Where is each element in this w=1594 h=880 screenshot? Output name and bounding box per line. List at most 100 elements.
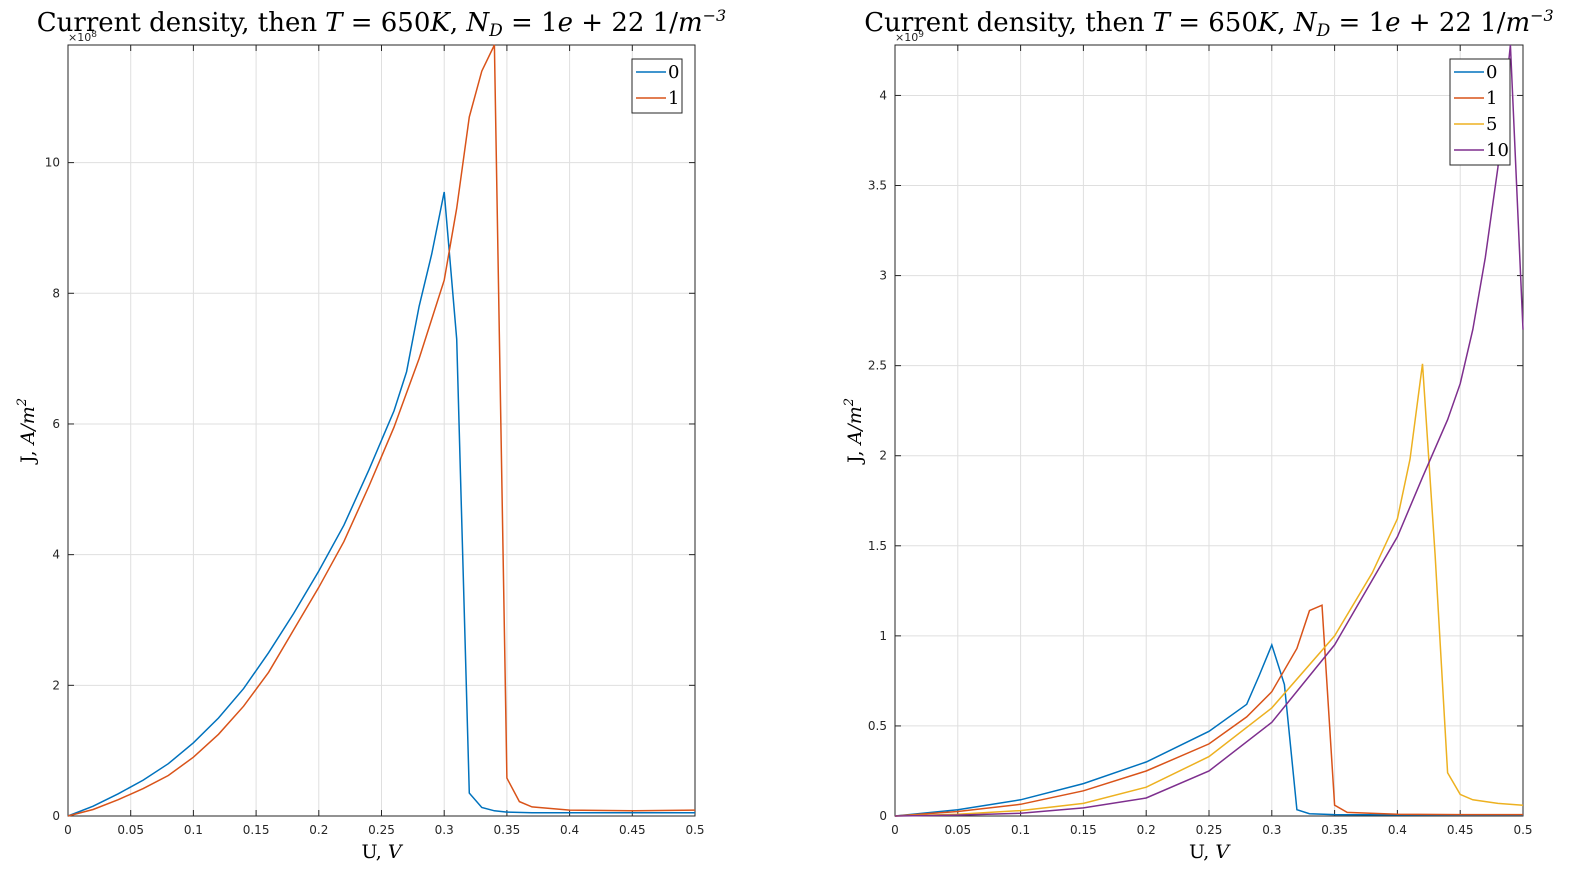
x-tick-label: 0.4 xyxy=(560,823,579,837)
y-tick-label: 8 xyxy=(52,286,60,300)
title-text: Current density, then xyxy=(864,8,1145,38)
y-tick-label: 0 xyxy=(879,809,887,823)
text-span: = 650 xyxy=(1170,8,1258,38)
text-span: A/m xyxy=(844,406,866,446)
legend-box xyxy=(631,58,683,114)
text-span: e xyxy=(1385,8,1400,38)
title-text: Current density, then xyxy=(37,8,318,38)
series-line-5 xyxy=(894,363,1524,817)
x-tick-label: 0.05 xyxy=(117,823,144,837)
text-span: 8 xyxy=(91,30,97,40)
x-tick-label: 0.5 xyxy=(1513,823,1532,837)
y-tick-label: 3 xyxy=(879,269,887,283)
text-span: m xyxy=(678,8,703,38)
text-span: = 1 xyxy=(503,8,558,38)
chart-title: Current density, then T = 650K, ND = 1e +… xyxy=(864,6,1553,41)
y-tick-label: 2 xyxy=(52,678,60,692)
text-span: ×10 xyxy=(68,31,91,44)
y-tick-label: 4 xyxy=(879,88,887,102)
text-span: 2 xyxy=(15,398,30,407)
y-tick-label: 0 xyxy=(52,809,60,823)
text-span: −3 xyxy=(1530,6,1554,25)
y-axis-label: J, A/m2 xyxy=(15,398,39,465)
text-span: U, xyxy=(1189,841,1215,863)
text-span: + 22 1/ xyxy=(1401,8,1506,38)
legend-label: 10 xyxy=(1486,140,1509,161)
text-span: V xyxy=(388,841,404,863)
text-span: N xyxy=(1293,8,1318,38)
x-tick-label: 0.35 xyxy=(494,823,521,837)
x-axis-label: U, V xyxy=(361,841,403,863)
text-span: m xyxy=(1505,8,1530,38)
legend-label: 0 xyxy=(668,62,679,83)
text-span: = 650 xyxy=(342,8,430,38)
text-span: A/m xyxy=(17,406,39,446)
text-span: 9 xyxy=(918,30,924,40)
x-tick-label: 0.2 xyxy=(309,823,328,837)
text-span: N xyxy=(465,8,490,38)
text-span: −3 xyxy=(703,6,727,25)
legend-label: 0 xyxy=(1486,62,1497,83)
text-span: K xyxy=(1257,8,1279,38)
text-span: J, xyxy=(17,444,39,465)
text-span: D xyxy=(1316,21,1331,41)
series-line-10 xyxy=(894,44,1524,817)
y-tick-label: 1.5 xyxy=(868,539,887,553)
y-tick-label: 10 xyxy=(45,156,60,170)
y-tick-label: 0.5 xyxy=(868,719,887,733)
x-tick-label: 0.1 xyxy=(1011,823,1030,837)
y-tick-label: 1 xyxy=(879,629,887,643)
y-tick-label: 2.5 xyxy=(868,359,887,373)
legend-label: 1 xyxy=(668,88,679,109)
y-tick-label: 2 xyxy=(879,449,887,463)
x-tick-label: 0.15 xyxy=(243,823,270,837)
series-line-0 xyxy=(67,191,695,817)
y-tick-label: 6 xyxy=(52,417,60,431)
x-tick-label: 0.25 xyxy=(368,823,395,837)
text-span: ×10 xyxy=(895,31,918,44)
x-axis-label: U, V xyxy=(1189,841,1231,863)
x-tick-label: 0.3 xyxy=(1262,823,1281,837)
legend-label: 5 xyxy=(1486,114,1497,135)
x-tick-label: 0.4 xyxy=(1388,823,1407,837)
text-span: T xyxy=(1153,8,1172,38)
x-tick-label: 0.5 xyxy=(685,823,704,837)
chart-panel-2: 0 0.05 0.1 0.15 0.2 0.25 0.3 0.35 0.4 0.45 0.5 0 0.5… xyxy=(842,6,1554,863)
y-multiplier-label: ×109 xyxy=(895,30,924,44)
chart-title: Current density, then T = 650K, ND = 1e +… xyxy=(37,6,726,41)
x-tick-label: 0.25 xyxy=(1196,823,1223,837)
x-tick-label: 0 xyxy=(64,823,72,837)
text-span: , xyxy=(1277,8,1294,38)
x-tick-label: 0.35 xyxy=(1321,823,1348,837)
text-span: K xyxy=(429,8,451,38)
x-tick-label: 0.2 xyxy=(1137,823,1156,837)
y-axis-label: J, A/m2 xyxy=(842,398,866,465)
text-span: V xyxy=(1215,841,1231,863)
x-tick-label: 0.45 xyxy=(1447,823,1474,837)
x-tick-label: 0.15 xyxy=(1070,823,1097,837)
legend-box xyxy=(1449,58,1511,166)
legend: 0 1 5 10 xyxy=(1449,58,1511,166)
series-line-1 xyxy=(67,44,696,817)
chart-panel-1: 0 0.05 0.1 0.15 0.2 0.25 0.3 0.35 0.4 0.45 0.5 0 2 4 6… xyxy=(15,6,726,863)
series-line-1 xyxy=(894,604,1523,817)
y-tick-label: 3.5 xyxy=(868,179,887,193)
y-tick-label: 4 xyxy=(52,548,60,562)
x-tick-label: 0.45 xyxy=(619,823,646,837)
text-span: D xyxy=(488,21,503,41)
text-span: e xyxy=(558,8,573,38)
y-multiplier-label: ×108 xyxy=(68,30,97,44)
text-span: T xyxy=(325,8,344,38)
text-span: = 1 xyxy=(1330,8,1385,38)
x-tick-label: 0.3 xyxy=(435,823,454,837)
x-tick-label: 0.1 xyxy=(184,823,203,837)
text-span: + 22 1/ xyxy=(573,8,678,38)
x-tick-label: 0.05 xyxy=(944,823,971,837)
text-span: J, xyxy=(844,444,866,465)
text-span: U, xyxy=(361,841,387,863)
legend-label: 1 xyxy=(1486,88,1497,109)
x-tick-label: 0 xyxy=(891,823,899,837)
text-span: , xyxy=(450,8,467,38)
legend: 01 xyxy=(631,58,683,114)
